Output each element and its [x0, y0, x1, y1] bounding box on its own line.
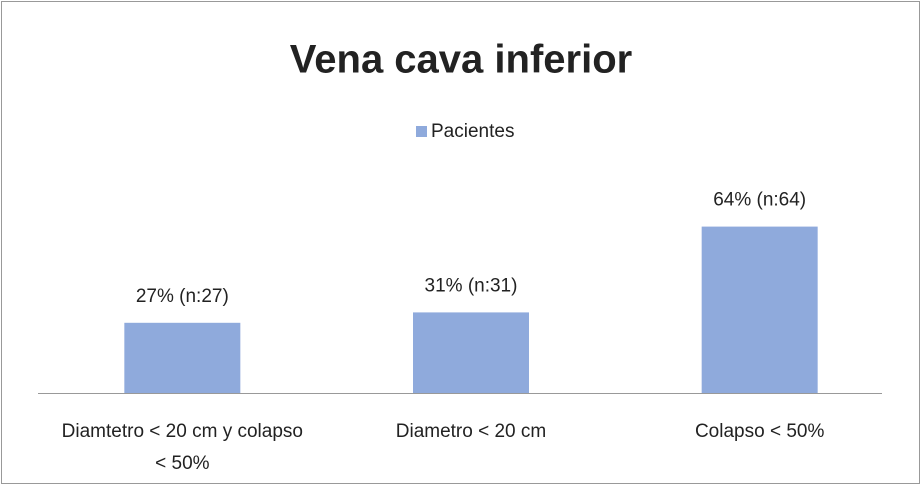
bar	[413, 312, 529, 393]
x-tick-label: Diamtetro < 20 cm y colapso < 50%	[61, 421, 303, 474]
bar	[701, 226, 818, 393]
data-label: 64% (n:64)	[713, 190, 806, 211]
legend-label: Pacientes	[431, 121, 514, 142]
x-tick-label: Diametro < 20 cm	[395, 421, 547, 442]
chart-title: Vena cava inferior	[290, 38, 632, 82]
data-label: 31% (n:31)	[425, 275, 518, 296]
bar	[124, 322, 241, 393]
legend-swatch	[416, 126, 427, 137]
x-tick-label: Colapso < 50%	[694, 421, 825, 442]
data-label: 27% (n:27)	[136, 286, 229, 307]
